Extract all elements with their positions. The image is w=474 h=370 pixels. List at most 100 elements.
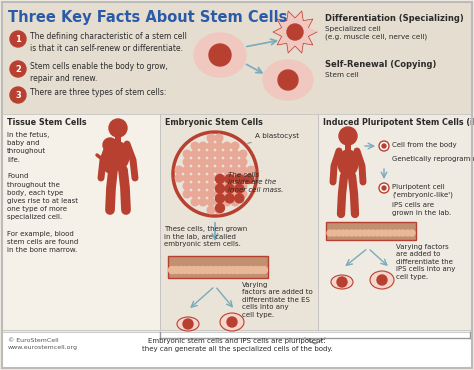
- Circle shape: [183, 158, 191, 166]
- Circle shape: [235, 184, 244, 193]
- Ellipse shape: [107, 142, 129, 170]
- Circle shape: [207, 150, 215, 158]
- Circle shape: [225, 184, 234, 193]
- Circle shape: [168, 266, 175, 273]
- Circle shape: [239, 158, 247, 166]
- Bar: [160, 114, 318, 330]
- Ellipse shape: [331, 275, 353, 289]
- Circle shape: [379, 230, 385, 236]
- Circle shape: [215, 142, 223, 150]
- Circle shape: [235, 175, 244, 184]
- Circle shape: [191, 198, 199, 206]
- Circle shape: [183, 190, 191, 198]
- Circle shape: [362, 230, 367, 236]
- Circle shape: [199, 182, 207, 190]
- Circle shape: [223, 150, 231, 158]
- Bar: [345, 145, 351, 151]
- Bar: [168, 256, 268, 278]
- Text: © EuroStemCell
www.eurostemcell.org: © EuroStemCell www.eurostemcell.org: [8, 338, 78, 350]
- Circle shape: [379, 141, 389, 151]
- Circle shape: [183, 166, 191, 174]
- Circle shape: [182, 266, 189, 273]
- Circle shape: [231, 142, 239, 150]
- Text: 3: 3: [15, 91, 21, 100]
- Circle shape: [227, 317, 237, 327]
- Circle shape: [392, 230, 398, 236]
- Circle shape: [231, 190, 239, 198]
- Circle shape: [191, 174, 199, 182]
- Circle shape: [382, 144, 386, 148]
- Circle shape: [231, 166, 239, 174]
- Text: In the fetus,
baby and
throughout
life.

Found
throughout the
body, each type
gi: In the fetus, baby and throughout life. …: [7, 132, 78, 253]
- Circle shape: [191, 142, 199, 150]
- Text: The defining characteristic of a stem cell
is that it can self-renew or differen: The defining characteristic of a stem ce…: [30, 32, 187, 53]
- Circle shape: [208, 266, 215, 273]
- Circle shape: [396, 230, 402, 236]
- Bar: [115, 137, 121, 144]
- Circle shape: [191, 182, 199, 190]
- Circle shape: [247, 266, 255, 273]
- Ellipse shape: [370, 271, 394, 289]
- Circle shape: [223, 190, 231, 198]
- Circle shape: [261, 266, 267, 273]
- Circle shape: [383, 230, 389, 236]
- Text: Stem cells enable the body to grow,
repair and renew.: Stem cells enable the body to grow, repa…: [30, 62, 168, 83]
- Circle shape: [252, 266, 259, 273]
- Circle shape: [103, 138, 117, 152]
- Circle shape: [366, 230, 372, 236]
- Text: Cell from the body: Cell from the body: [392, 142, 456, 148]
- Circle shape: [191, 190, 199, 198]
- Circle shape: [370, 230, 376, 236]
- Circle shape: [278, 70, 298, 90]
- Text: Three Key Facts About Stem Cells: Three Key Facts About Stem Cells: [8, 10, 287, 25]
- Circle shape: [207, 158, 215, 166]
- Circle shape: [175, 166, 183, 174]
- Circle shape: [377, 275, 387, 285]
- Text: 1: 1: [15, 34, 21, 44]
- Text: Induced Pluripotent Stem Cells (iPS): Induced Pluripotent Stem Cells (iPS): [323, 118, 474, 127]
- Circle shape: [401, 230, 406, 236]
- Circle shape: [209, 44, 231, 66]
- Circle shape: [225, 175, 234, 184]
- Text: The cells
inside are the
inner cell mass.: The cells inside are the inner cell mass…: [228, 172, 283, 193]
- Circle shape: [256, 266, 263, 273]
- Circle shape: [191, 266, 197, 273]
- Circle shape: [183, 174, 191, 182]
- Circle shape: [215, 158, 223, 166]
- Text: 2: 2: [15, 64, 21, 74]
- Circle shape: [247, 174, 255, 182]
- Circle shape: [183, 182, 191, 190]
- Circle shape: [216, 194, 225, 203]
- Circle shape: [235, 194, 244, 203]
- Circle shape: [207, 206, 215, 214]
- Circle shape: [230, 266, 237, 273]
- Circle shape: [239, 150, 247, 158]
- Text: These cells, then grown
in the lab, are called
embryonic stem cells.: These cells, then grown in the lab, are …: [164, 226, 247, 247]
- Circle shape: [216, 184, 225, 193]
- Circle shape: [382, 186, 386, 190]
- Circle shape: [191, 166, 199, 174]
- Circle shape: [331, 230, 337, 236]
- Bar: [318, 114, 472, 330]
- Circle shape: [239, 182, 247, 190]
- Circle shape: [215, 190, 223, 198]
- Circle shape: [195, 266, 202, 273]
- Text: Varying
factors are added to
differentiate the ES
cells into any
cell type.: Varying factors are added to differentia…: [242, 282, 313, 318]
- Text: Embryonic Stem Cells: Embryonic Stem Cells: [165, 118, 263, 127]
- Text: Pluripotent cell
('embryonic-like'): Pluripotent cell ('embryonic-like'): [392, 184, 453, 198]
- Circle shape: [199, 174, 207, 182]
- Circle shape: [173, 266, 180, 273]
- Text: Specialized cell
(e.g. muscle cell, nerve cell): Specialized cell (e.g. muscle cell, nerv…: [325, 26, 427, 40]
- Circle shape: [215, 150, 223, 158]
- Bar: [2, 114, 160, 330]
- Circle shape: [239, 166, 247, 174]
- Circle shape: [223, 158, 231, 166]
- Circle shape: [344, 230, 350, 236]
- Circle shape: [217, 266, 224, 273]
- Ellipse shape: [263, 60, 313, 100]
- Circle shape: [245, 175, 254, 184]
- Text: A blastocyst: A blastocyst: [248, 133, 299, 143]
- Circle shape: [207, 198, 215, 206]
- Circle shape: [223, 166, 231, 174]
- Text: Stem cell: Stem cell: [325, 72, 359, 78]
